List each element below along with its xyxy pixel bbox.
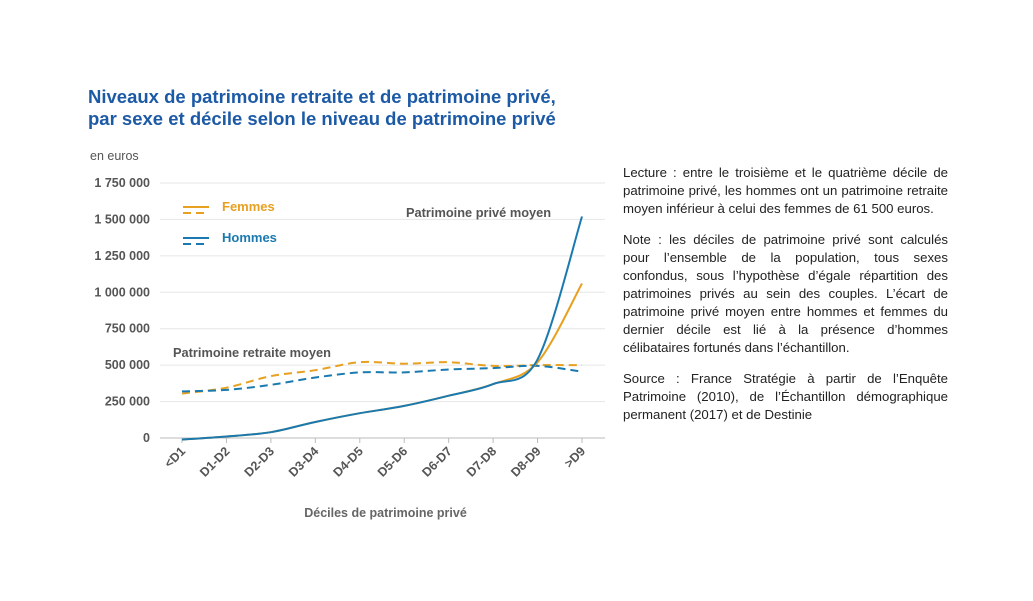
source-note: Source : France Stratégie à partir de l’… [623, 371, 948, 422]
legend-label: Hommes [222, 230, 277, 245]
chart-title: Niveaux de patrimoine retraite et de pat… [88, 86, 608, 130]
x-tick-label: D5-D6 [375, 444, 410, 479]
notes-panel: Lecture : entre le troisième et le quatr… [623, 164, 948, 437]
lecture-note: Lecture : entre le troisième et le quatr… [623, 165, 948, 216]
annotation-patrimoine-prive: Patrimoine privé moyen [406, 205, 551, 220]
y-tick-label: 1 750 000 [94, 176, 150, 190]
x-tick-label: D2-D3 [242, 444, 277, 479]
x-tick-label: D3-D4 [286, 444, 321, 479]
retraite-hommes-line [181, 364, 583, 393]
x-tick-label: D4-D5 [330, 444, 365, 479]
unit-label: en euros [90, 149, 139, 163]
y-tick-label: 500 000 [105, 358, 150, 372]
y-tick-label: 1 000 000 [94, 285, 150, 299]
x-tick-label: >D9 [562, 444, 588, 470]
annotation-patrimoine-retraite: Patrimoine retraite moyen [173, 345, 331, 360]
y-tick-label: 1 250 000 [94, 249, 150, 263]
title-line-2: par sexe et décile selon le niveau de pa… [88, 108, 556, 129]
x-tick-label: <D1 [162, 444, 188, 470]
methodology-note: Note : les déciles de patrimoine privé s… [623, 232, 948, 355]
legend-label: Femmes [222, 199, 275, 214]
x-tick-label: D1-D2 [197, 444, 232, 479]
prive-hommes-line [181, 216, 583, 441]
y-tick-label: 1 500 000 [94, 212, 150, 226]
x-tick-label: D6-D7 [419, 444, 454, 479]
x-tick-label: D8-D9 [508, 444, 543, 479]
prive-femmes-line [181, 283, 583, 441]
y-tick-label: 250 000 [105, 395, 150, 409]
y-tick-label: 0 [143, 431, 150, 445]
title-line-1: Niveaux de patrimoine retraite et de pat… [88, 86, 556, 107]
retraite-femmes-line [181, 360, 583, 395]
y-tick-label: 750 000 [105, 322, 150, 336]
x-axis-label: Déciles de patrimoine privé [304, 506, 467, 520]
x-tick-label: D7-D8 [464, 444, 499, 479]
